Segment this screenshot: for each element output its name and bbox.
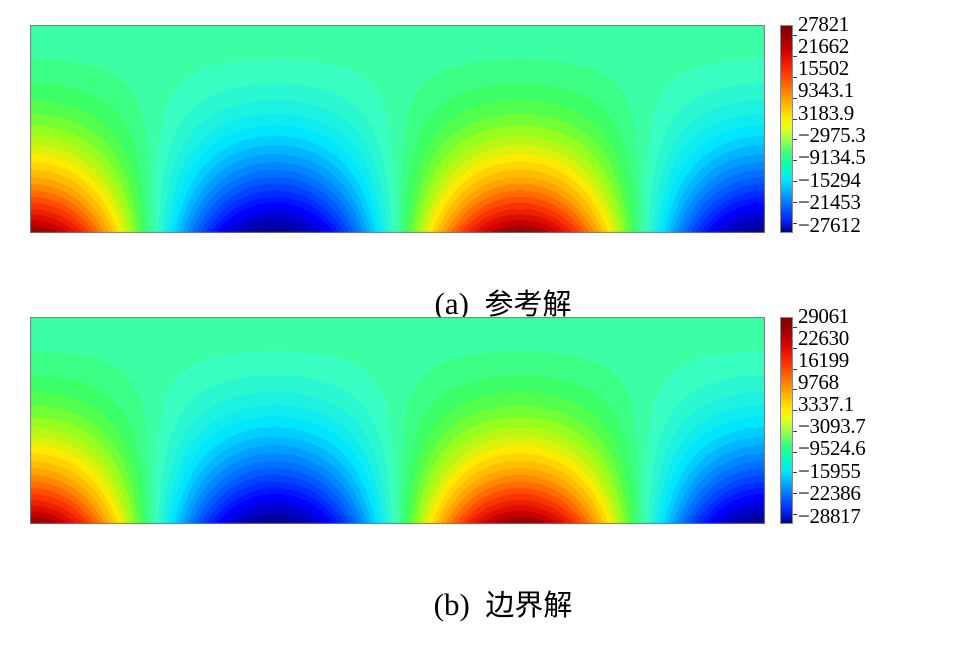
colorbar-tick <box>793 389 797 390</box>
colorbar-tick <box>793 181 797 182</box>
colorbar-label: −21453 <box>798 190 861 214</box>
colorbar-tick <box>793 119 797 120</box>
colorbar-ticks-b <box>793 317 798 524</box>
colorbar-tick <box>793 98 797 99</box>
caption-panel-b: (b) 边界解 <box>0 548 975 662</box>
colorbar-label: 27821 <box>798 12 850 36</box>
colorbar-label: −27612 <box>798 213 861 237</box>
colorbar-tick <box>793 452 797 453</box>
contour-field-b <box>30 317 765 524</box>
colorbar-label: 22630 <box>798 326 850 350</box>
colorbar-label: 3183.9 <box>798 101 854 125</box>
colorbar-label: 9768 <box>798 370 839 394</box>
colorbar-tick <box>793 348 797 349</box>
colorbar-label: −2975.3 <box>798 123 866 147</box>
colorbar-label: −9524.6 <box>798 436 866 460</box>
colorbar-tick <box>793 77 797 78</box>
colorbar-gradient-a <box>780 25 793 233</box>
colorbar-label: 21662 <box>798 34 850 58</box>
colorbar-tick <box>793 56 797 57</box>
caption-text-b: 边界解 <box>485 588 573 622</box>
colorbar-label: −28817 <box>798 504 861 528</box>
contour-plot-a <box>30 25 765 233</box>
panel-a: 27821 21662 15502 9343.1 3183.9 −2975.3 … <box>30 14 975 237</box>
caption-text-a: 参考解 <box>484 287 572 321</box>
caption-panel-a: (a) 参考解 <box>0 247 975 361</box>
colorbar-label: 29061 <box>798 304 850 328</box>
colorbar-tick <box>793 514 797 515</box>
colorbar-ticks-a <box>793 25 798 233</box>
colorbar-tick <box>793 369 797 370</box>
colorbar-label: −9134.5 <box>798 145 866 169</box>
figure-root: 27821 21662 15502 9343.1 3183.9 −2975.3 … <box>0 14 975 622</box>
colorbar-tick <box>793 202 797 203</box>
colorbar-tick <box>793 327 797 328</box>
colorbar-tick <box>793 493 797 494</box>
colorbar-tick <box>793 139 797 140</box>
colorbar-label: −22386 <box>798 481 861 505</box>
colorbar-label: 16199 <box>798 348 850 372</box>
colorbar-label: −15294 <box>798 168 861 192</box>
colorbar-label: 3337.1 <box>798 392 854 416</box>
colorbar-tick <box>793 472 797 473</box>
colorbar-label: −15955 <box>798 459 861 483</box>
contour-plot-b <box>30 317 765 524</box>
panel-b: 29061 22630 16199 9768 3337.1 −3093.7 −9… <box>30 306 975 528</box>
colorbar-tick <box>793 410 797 411</box>
colorbar-label: −3093.7 <box>798 414 866 438</box>
colorbar-tick <box>793 160 797 161</box>
colorbar-label: 9343.1 <box>798 78 854 102</box>
caption-tag-a: (a) <box>434 286 469 321</box>
colorbar-tick <box>793 431 797 432</box>
colorbar-tick <box>793 35 797 36</box>
caption-tag-b: (b) <box>433 587 470 622</box>
colorbar-tick <box>793 223 797 224</box>
colorbar-label: 15502 <box>798 56 850 80</box>
contour-field-a <box>30 25 765 233</box>
colorbar-gradient-b <box>780 317 793 524</box>
